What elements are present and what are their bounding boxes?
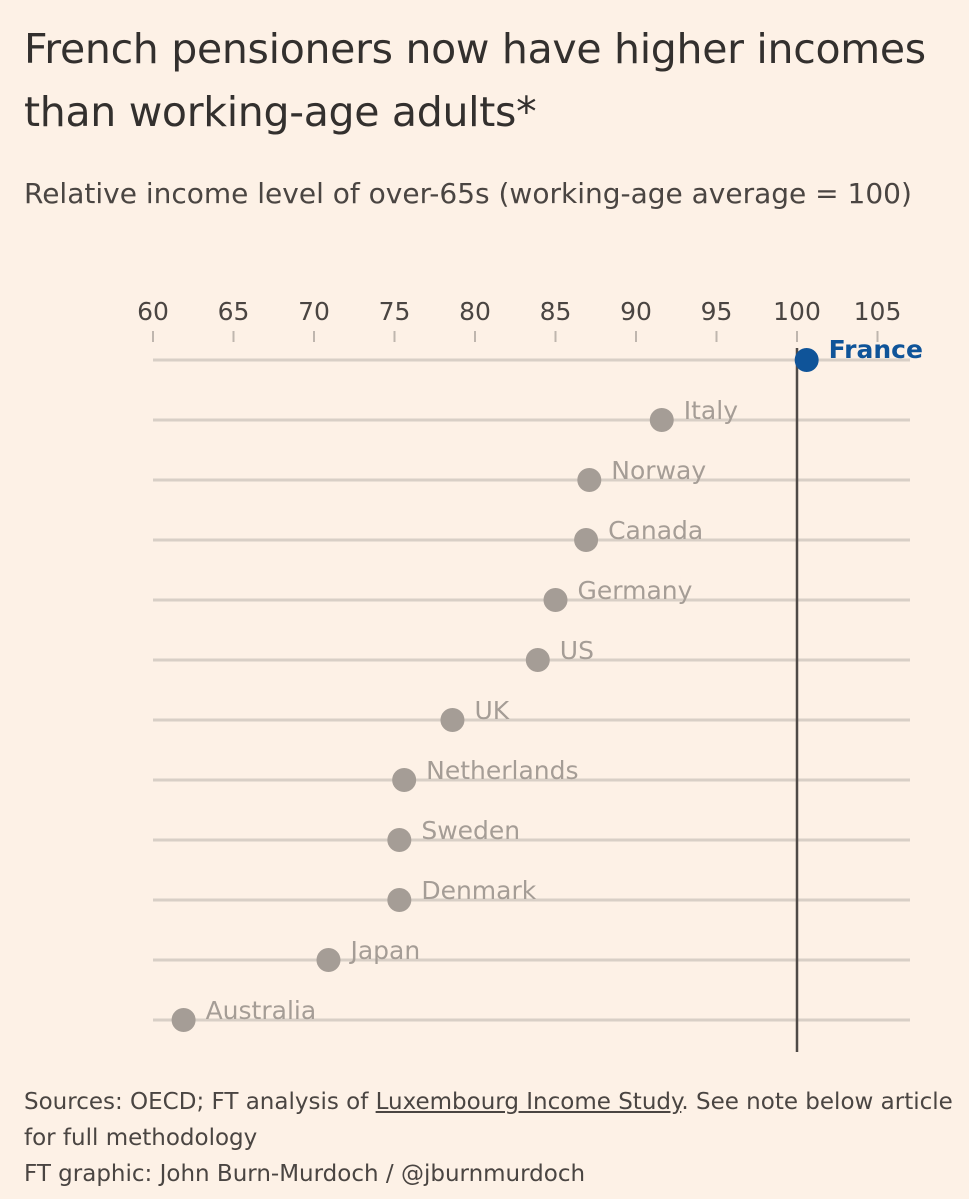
dot-japan xyxy=(316,948,341,972)
x-tick-label: 70 xyxy=(298,297,330,326)
x-tick-label: 105 xyxy=(854,297,902,326)
label-backdrop xyxy=(471,696,505,718)
dot-chart: 60 65 70 75 80 85 90 95 100 105 France Italy Norway C… xyxy=(137,297,923,1052)
sources-note: Sources: OECD; FT analysis of Luxembourg… xyxy=(24,1084,954,1156)
dot-italy xyxy=(649,408,674,432)
country-label: Germany xyxy=(578,576,693,605)
country-label: UK xyxy=(474,696,509,725)
label-backdrop xyxy=(418,816,510,838)
highlight-dot-france xyxy=(794,348,819,372)
country-label: Italy xyxy=(684,396,738,425)
country-label: Australia xyxy=(206,996,317,1025)
label-backdrop xyxy=(418,876,525,898)
dot-denmark xyxy=(387,888,412,912)
country-label: Canada xyxy=(608,516,703,545)
country-label: Sweden xyxy=(421,816,520,845)
label-backdrop xyxy=(574,576,681,598)
country-label: Japan xyxy=(348,936,420,965)
dot-uk xyxy=(440,708,465,732)
x-tick-label: 80 xyxy=(459,297,491,326)
chart-title: French pensioners now have higher income… xyxy=(24,25,926,136)
sources-suffix: . See note below article for full method… xyxy=(24,1089,953,1151)
country-label: Denmark xyxy=(421,876,536,905)
dot-sweden xyxy=(387,828,412,852)
x-tick-label: 90 xyxy=(620,297,652,326)
label-backdrop xyxy=(680,396,758,418)
x-tick-label: 85 xyxy=(540,297,572,326)
label-backdrop xyxy=(202,996,338,1018)
dot-netherlands xyxy=(392,768,417,792)
dot-australia xyxy=(171,1008,196,1032)
x-tick-label: 75 xyxy=(379,297,411,326)
graphic-credit: FT graphic: John Burn-Murdoch / @jburnmu… xyxy=(24,1161,586,1187)
x-tick-label: 100 xyxy=(773,297,821,326)
label-backdrop xyxy=(556,636,590,658)
label-backdrop xyxy=(423,756,588,778)
label-backdrop xyxy=(608,456,700,478)
country-label: Norway xyxy=(611,456,706,485)
sources-prefix: Sources: OECD; FT analysis of xyxy=(24,1089,376,1115)
label-backdrop xyxy=(605,516,697,538)
country-label: Netherlands xyxy=(426,756,578,785)
x-tick-label: 65 xyxy=(218,297,250,326)
dot-us xyxy=(525,648,550,672)
dot-norway xyxy=(577,468,602,492)
chart-subtitle: Relative income level of over-65s (worki… xyxy=(24,177,912,210)
country-label: France xyxy=(829,335,923,364)
sources-link[interactable]: Luxembourg Income Study xyxy=(375,1089,682,1115)
x-tick-label: 95 xyxy=(701,297,733,326)
dot-canada xyxy=(574,528,599,552)
chart-footer: Sources: OECD; FT analysis of Luxembourg… xyxy=(24,1084,954,1192)
country-label: US xyxy=(560,636,594,665)
label-backdrop xyxy=(347,936,425,958)
dot-germany xyxy=(543,588,568,612)
x-tick-label: 60 xyxy=(137,297,169,326)
